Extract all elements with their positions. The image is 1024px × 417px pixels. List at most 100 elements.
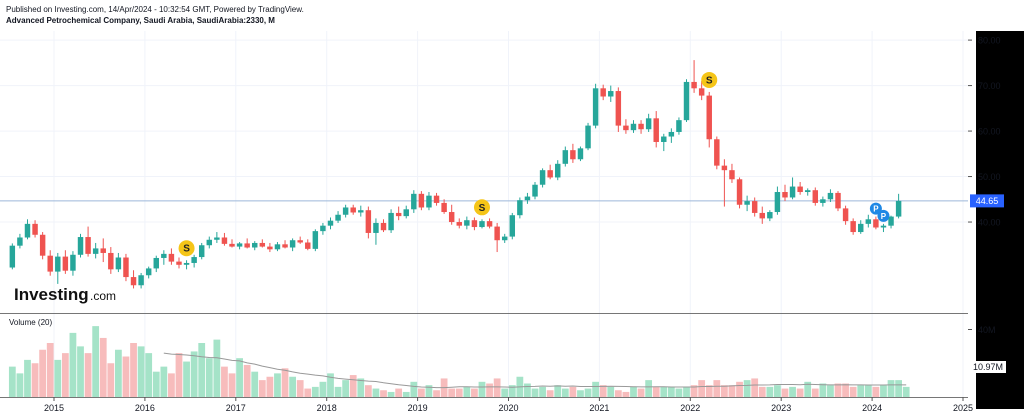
volume-bar [721, 385, 728, 397]
candle [895, 193, 902, 219]
volume-bar [425, 385, 433, 397]
volume-bar [751, 378, 759, 397]
candle [312, 229, 319, 252]
time-tick-label: 2023 [771, 403, 791, 413]
candle [70, 251, 76, 276]
candlesticks [9, 60, 902, 289]
candle [600, 84, 606, 101]
price-tick-label: 70.00 [978, 81, 1001, 91]
candle [183, 260, 190, 270]
volume-bar [584, 388, 592, 397]
logo-text: Investing [14, 285, 89, 304]
volume-bar [289, 376, 296, 397]
event-marker[interactable]: P [869, 202, 882, 215]
split-event-marker[interactable]: S [473, 199, 490, 216]
volume-bar [69, 332, 77, 397]
volume-bar [221, 366, 228, 397]
candle [289, 238, 296, 252]
volume-bar [577, 390, 584, 397]
candle [691, 60, 697, 93]
volume-bar [463, 386, 471, 397]
candle [335, 211, 341, 223]
volume-bar [554, 385, 562, 397]
volume-bar [880, 385, 887, 397]
time-tick-label: 2019 [408, 403, 428, 413]
volume-bar [766, 386, 774, 397]
time-tick-label: 2022 [680, 403, 700, 413]
candle [820, 196, 826, 207]
volume-bar [281, 368, 289, 397]
volume-bar [296, 380, 304, 397]
candle [888, 215, 894, 229]
volume-bar [675, 388, 683, 397]
candle [138, 272, 144, 289]
volume-bar [857, 385, 865, 397]
candle [395, 206, 402, 221]
candle [411, 190, 417, 213]
time-tick-label: 2021 [589, 403, 609, 413]
candle [547, 164, 553, 180]
candle [767, 210, 773, 222]
candle [358, 205, 364, 217]
candle [858, 220, 864, 234]
volume-bar [698, 380, 706, 397]
candle [759, 206, 765, 224]
split-event-marker[interactable]: S [178, 240, 195, 257]
candle [153, 255, 159, 273]
event-marker[interactable]: P [877, 209, 890, 222]
volume-bar [705, 385, 713, 397]
time-tick-label: 2018 [317, 403, 337, 413]
candle [835, 191, 841, 212]
volume-bar [819, 383, 827, 397]
volume-bar [607, 386, 615, 397]
volume-bar [758, 386, 766, 397]
volume-axis: 40M [968, 325, 996, 335]
logo-suffix: .com [90, 289, 116, 303]
event-marker-label: S [479, 203, 486, 214]
candle [751, 197, 758, 217]
candle [501, 233, 508, 243]
candle [729, 163, 735, 183]
volume-bar [84, 353, 92, 397]
volume-bar [39, 349, 47, 397]
candle [9, 243, 16, 270]
volume-bar [569, 386, 577, 397]
volume-bar [107, 363, 115, 397]
volume-bar [319, 381, 327, 397]
candle [274, 242, 281, 252]
candle [259, 239, 266, 248]
candle [388, 209, 394, 233]
candle [47, 250, 53, 276]
volume-bar [630, 386, 637, 397]
volume-bar [743, 380, 751, 397]
candle [471, 217, 478, 231]
volume-bar [842, 383, 849, 397]
volume-bar [198, 343, 206, 397]
candle [206, 236, 213, 249]
volume-bar [849, 386, 857, 397]
volume-bar [251, 371, 259, 397]
volume-bar [311, 386, 319, 397]
volume-bar [827, 385, 834, 397]
candle [373, 218, 379, 245]
volume-bar [614, 390, 622, 397]
volume-ma-line [163, 352, 907, 389]
candle [585, 122, 591, 151]
volume-bar [395, 388, 403, 397]
volume-bar [243, 364, 251, 397]
candle [320, 222, 326, 235]
candle [804, 188, 811, 196]
split-event-marker[interactable]: S [701, 71, 718, 88]
time-axis: 2015 2016 2017 2018 2019 2020 2021 2022 2023 2024… [44, 397, 973, 413]
volume-bar [61, 353, 69, 397]
volume-bar [713, 380, 721, 397]
volume-bar [508, 385, 516, 397]
event-marker-label: P [881, 212, 887, 221]
candle [532, 182, 538, 200]
volume-bar [266, 376, 274, 397]
candle [865, 214, 872, 228]
volume-bar [372, 388, 380, 397]
candle [509, 212, 516, 240]
volume-bar [205, 358, 213, 397]
